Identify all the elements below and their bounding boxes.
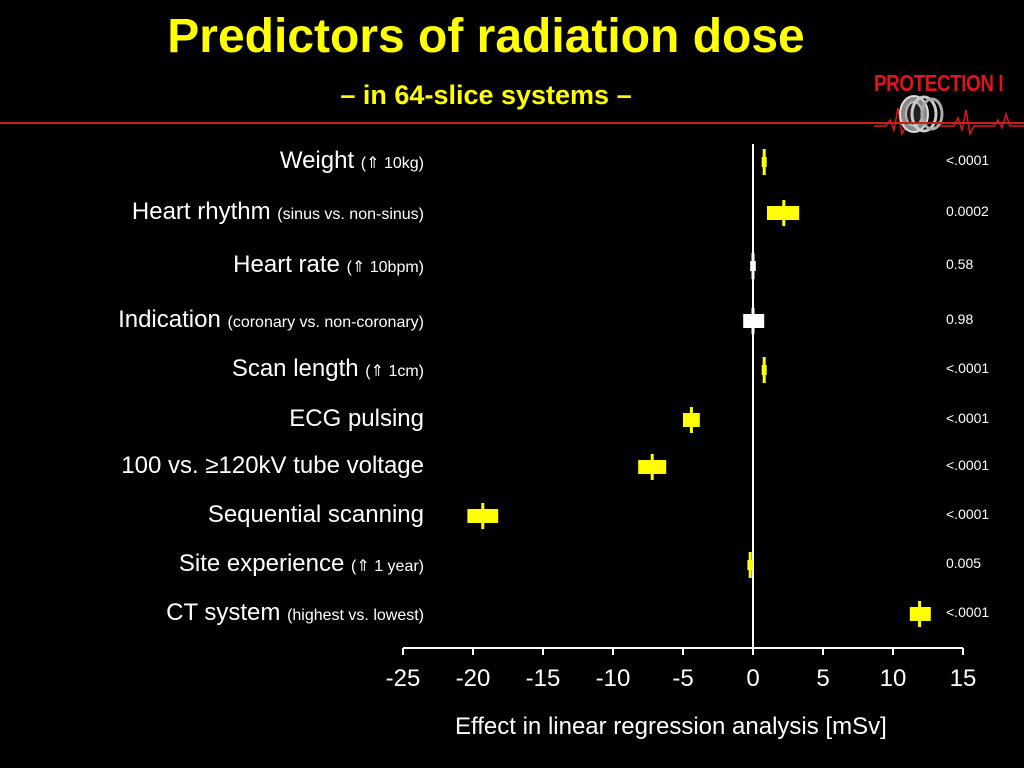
predictor-name: ECG pulsing: [289, 405, 424, 432]
row-label: CT system (highest vs. lowest): [166, 598, 424, 631]
row-label: Sequential scanning: [208, 500, 424, 530]
predictor-qualifier: (sinus vs. non-sinus): [277, 206, 424, 223]
row-label: Site experience (⇑ 1 year): [179, 549, 424, 582]
header-divider: [0, 122, 1024, 124]
p-value: 0.005: [946, 555, 982, 571]
p-value: <.0001: [946, 360, 990, 376]
x-tick-label: -15: [526, 665, 561, 692]
x-tick-label: -5: [672, 665, 693, 692]
predictor-name: CT system: [166, 599, 281, 626]
predictor-qualifier: (⇑ 10kg): [360, 155, 424, 172]
row-label: Heart rate (⇑ 10bpm): [233, 250, 424, 283]
p-value: 0.0002: [946, 203, 989, 219]
predictor-name: 100 vs. ≥120kV tube voltage: [121, 452, 424, 479]
row-label: Weight (⇑ 10kg): [280, 146, 424, 179]
predictor-qualifier: (⇑ 1cm): [365, 363, 424, 380]
p-value: <.0001: [946, 152, 990, 168]
logo-text: PROTECTION I: [874, 70, 1004, 96]
p-value: <.0001: [946, 410, 990, 426]
predictor-name: Site experience: [178, 550, 345, 577]
slide-subtitle: – in 64-slice systems –: [340, 80, 632, 110]
p-value: 0.58: [946, 256, 974, 272]
x-axis-title: Effect in linear regression analysis [mS…: [455, 713, 887, 740]
x-tick-label: 5: [816, 665, 829, 692]
predictor-name: Sequential scanning: [207, 501, 424, 528]
row-label: Indication (coronary vs. non-coronary): [118, 305, 424, 338]
p-value: <.0001: [946, 506, 990, 522]
predictor-name: Heart rate: [233, 251, 340, 278]
slide-title: Predictors of radiation dose: [167, 10, 805, 63]
row-label: Scan length (⇑ 1cm): [232, 354, 424, 387]
x-tick-label: -25: [386, 665, 421, 692]
p-value: <.0001: [946, 457, 990, 473]
x-tick-label: -20: [456, 665, 491, 692]
predictor-name: Indication: [118, 306, 221, 333]
x-tick-label: 0: [746, 665, 759, 692]
predictor-name: Heart rhythm: [131, 198, 271, 225]
predictor-name: Weight: [279, 147, 355, 174]
x-tick-label: 15: [950, 665, 977, 692]
row-label: Heart rhythm (sinus vs. non-sinus): [132, 197, 424, 230]
row-label: ECG pulsing: [289, 404, 424, 434]
row-label: 100 vs. ≥120kV tube voltage: [121, 451, 424, 481]
predictor-qualifier: (coronary vs. non-coronary): [227, 314, 424, 331]
x-tick-label: -10: [596, 665, 631, 692]
p-value: <.0001: [946, 604, 990, 620]
predictor-name: Scan length: [231, 355, 359, 382]
predictor-qualifier: (⇑ 10bpm): [346, 259, 424, 276]
predictor-qualifier: (⇑ 1 year): [351, 558, 424, 575]
predictor-qualifier: (highest vs. lowest): [287, 607, 424, 624]
x-tick-label: 10: [880, 665, 907, 692]
p-value: 0.98: [946, 311, 974, 327]
